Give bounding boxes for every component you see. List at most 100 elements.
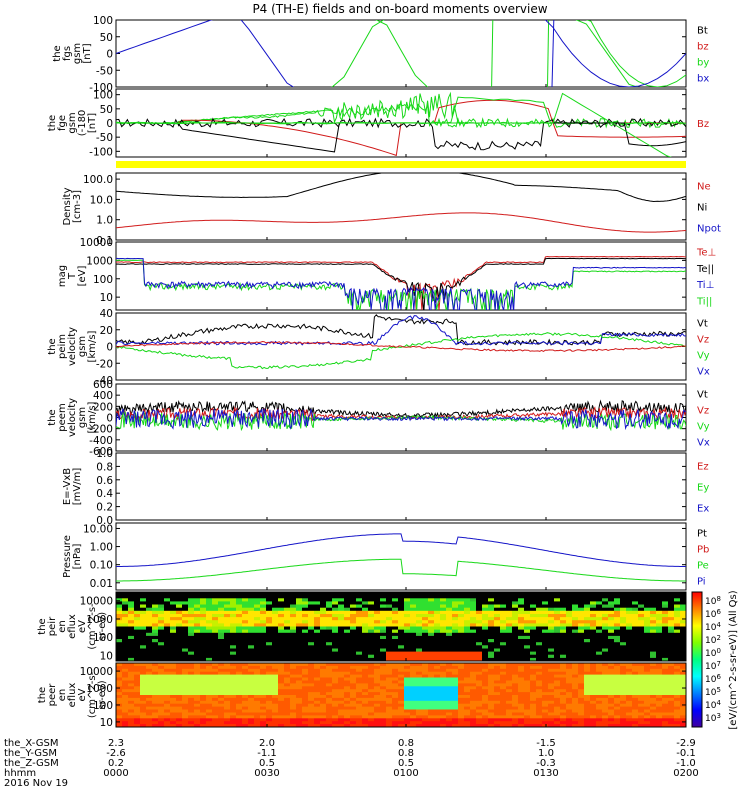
- y-tick-label: 400: [93, 390, 113, 402]
- legend-item: Ex: [697, 503, 709, 514]
- y-axis-label: Density [cm-3]: [62, 187, 83, 225]
- y-label-line: Pressure: [62, 535, 73, 578]
- y-tick-label: 50: [100, 104, 113, 116]
- series-bx: [544, 20, 686, 87]
- quality-flag-bar: [116, 161, 686, 168]
- series-by: [585, 20, 686, 87]
- legend-item: bx: [697, 73, 709, 84]
- colorbar-tick-label: 102: [705, 634, 721, 646]
- y-axis-label: E=-VxB [mV/m]: [62, 468, 83, 506]
- y-label-line: sr-eV): [97, 680, 108, 709]
- y-tick-label: 50: [100, 32, 113, 44]
- y-tick-label: 100.0: [83, 174, 113, 186]
- panel-frame: [115, 241, 687, 311]
- y-label-line: the: [52, 45, 63, 61]
- y-tick-label: 10000: [80, 237, 113, 249]
- y-label-line: T: [67, 272, 78, 280]
- time-axis-value: 2.0: [259, 738, 275, 749]
- y-label-line: (cm^2-s-: [87, 603, 98, 650]
- legend-item: Te⊥: [696, 248, 716, 259]
- y-tick-label: 10.0: [90, 194, 113, 206]
- y-label-line: peir: [47, 616, 58, 636]
- y-tick-label: -600: [89, 446, 113, 458]
- legend-item: Ti||: [696, 296, 712, 307]
- y-tick-label: 100: [93, 90, 113, 102]
- y-label-line: [km/s]: [87, 401, 98, 433]
- y-label-line: peim: [57, 334, 68, 359]
- colorbar-tick-label: 106: [705, 673, 721, 685]
- time-axis-value: 0200: [673, 768, 698, 779]
- y-label-line: (cm^2-s-: [87, 671, 98, 718]
- y-tick-label: 20: [100, 325, 113, 337]
- legend-item: Te||: [696, 264, 714, 275]
- legend-item: Ni: [697, 203, 707, 214]
- time-axis-value: -1.5: [536, 738, 556, 749]
- legend-item: Bz: [697, 119, 709, 130]
- panel-frame: [115, 591, 687, 662]
- y-axis-label: the peem velocity gsm [km/s]: [47, 398, 98, 437]
- y-tick-label: 40: [100, 308, 113, 320]
- legend-item: Pb: [697, 545, 709, 556]
- y-label-line: (-180: [77, 110, 88, 137]
- y-tick-label: 0.01: [90, 578, 113, 590]
- y-label-line: the: [47, 409, 58, 425]
- legend-item: Pe: [697, 560, 709, 571]
- legend-item: Pi: [697, 576, 706, 587]
- legend-item: Ti⊥: [696, 280, 714, 291]
- series-by: [491, 20, 494, 87]
- time-axis-value: -0.1: [676, 748, 696, 759]
- y-axis-label: the peir en eflux eV (cm^2-s-sr-eV): [37, 603, 108, 650]
- time-axis-value: 0.2: [108, 758, 124, 769]
- y-tick-label: 0: [106, 342, 113, 354]
- series-vz: [116, 340, 686, 352]
- legend-item: Vt: [697, 390, 708, 401]
- colorbar-tick-label: 106: [705, 608, 721, 620]
- legend-item: bz: [697, 42, 709, 53]
- series-pi: [116, 533, 686, 567]
- series-te-perp: [116, 255, 686, 310]
- y-tick-label: 200: [93, 401, 113, 413]
- legend-item: by: [697, 57, 709, 68]
- y-tick-label: 0.0: [96, 515, 113, 527]
- series-ti-perp: [116, 257, 686, 310]
- colorbar-tick-label: 103: [705, 712, 721, 724]
- panel-frame: [115, 662, 687, 728]
- series-te-par: [116, 257, 686, 310]
- y-axis-label: Pressure [nPa]: [62, 535, 83, 578]
- legend-item: Ne: [697, 182, 711, 193]
- y-tick-label: 100: [93, 632, 113, 644]
- colorbar-label: [eV/(cm^2-s-sr-eV)] (All Qs): [728, 590, 739, 729]
- time-axis-row-label: the_Y-GSM: [4, 748, 57, 759]
- panel-efield: 1.00.8 0.60.4 0.20.0 E=-VxB [mV/m] Ez Ey Ex: [62, 448, 709, 527]
- y-tick-label: -100: [89, 82, 113, 94]
- time-axis-value: 2.3: [108, 738, 124, 749]
- time-axis-value: -0.3: [536, 758, 556, 769]
- series-bx: [551, 20, 555, 87]
- colorbar-tick-label: 104: [705, 621, 721, 633]
- y-tick-label: 10000: [80, 596, 113, 608]
- y-label-line: peem: [57, 403, 68, 431]
- y-label-line: mag: [57, 265, 68, 287]
- legend-item: Vx: [697, 366, 710, 377]
- y-label-line: gsm: [67, 112, 78, 133]
- y-label-line: [nT]: [82, 43, 93, 63]
- y-label-line: [nT]: [87, 113, 98, 133]
- y-tick-label: 0: [106, 118, 113, 130]
- y-tick-label: 100: [93, 700, 113, 712]
- time-axis-value: -2.6: [106, 748, 126, 759]
- y-tick-label: 10: [100, 651, 113, 663]
- legend-item: Pt: [697, 529, 707, 540]
- y-tick-label: 1000: [86, 255, 113, 267]
- legend-item: Vt: [697, 319, 708, 330]
- y-tick-label: 1000: [86, 683, 113, 695]
- time-axis-value: -2.9: [676, 738, 696, 749]
- y-label-line: gsm: [77, 336, 88, 357]
- time-axis-row-label: hhmm: [4, 768, 36, 779]
- legend-item: Bt: [697, 26, 708, 37]
- y-label-line: en: [57, 620, 68, 633]
- series-ni: [116, 173, 686, 203]
- legend-item: Vz: [697, 335, 709, 346]
- series-vt: [116, 314, 686, 346]
